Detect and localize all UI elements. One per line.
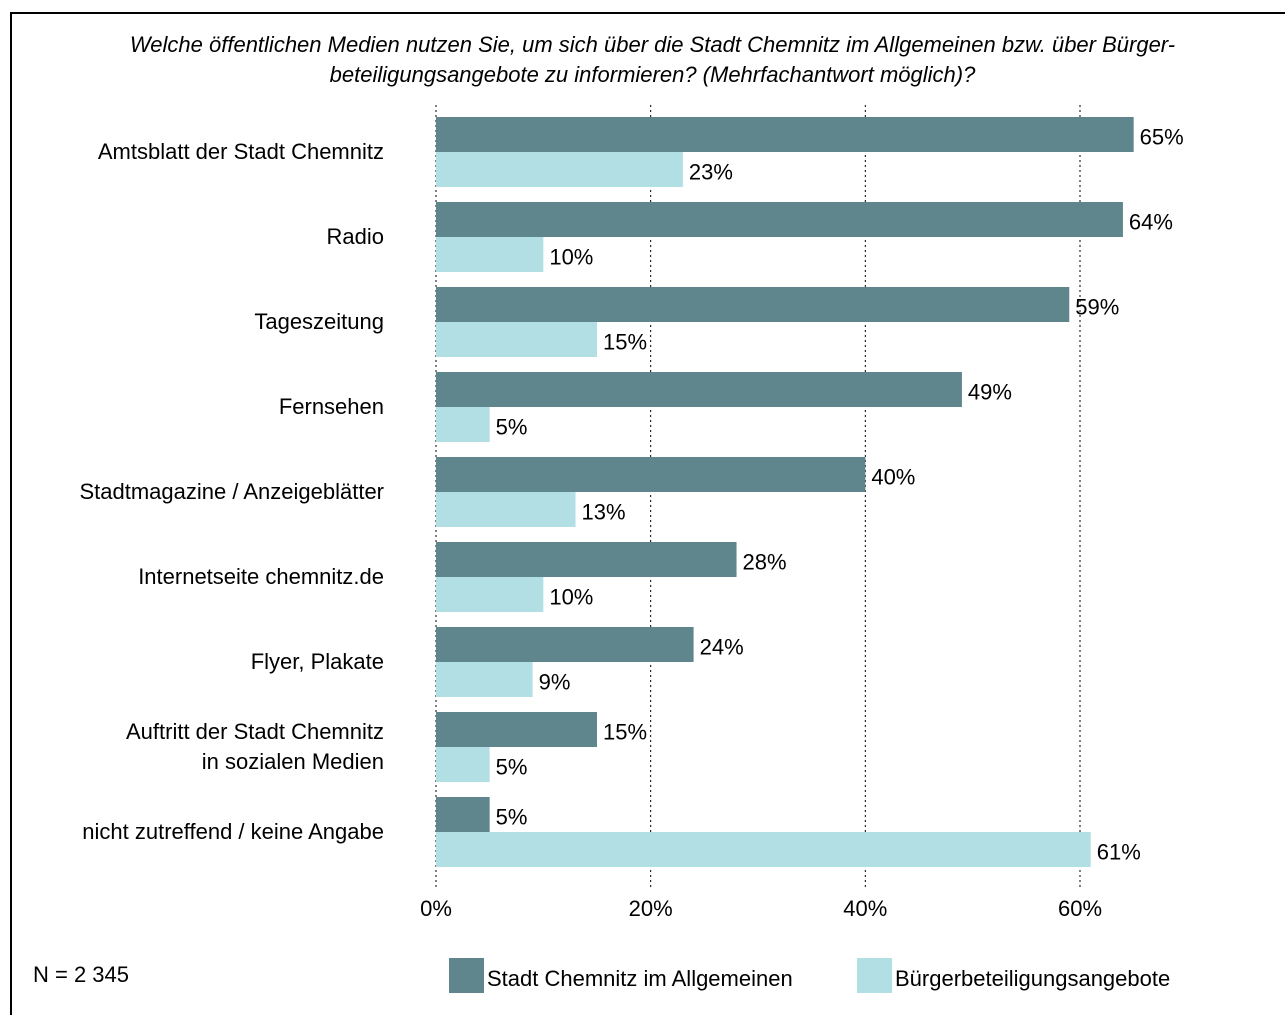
value-label: 24% <box>700 634 744 659</box>
value-label: 28% <box>743 549 787 574</box>
value-label: 5% <box>496 804 528 829</box>
bar <box>436 712 597 747</box>
bar <box>436 202 1123 237</box>
bar <box>436 237 544 272</box>
bar <box>436 287 1070 322</box>
bar <box>436 322 597 357</box>
value-label: 5% <box>496 414 528 439</box>
legend-swatch <box>449 958 484 993</box>
chart-title: Welche öffentlichen Medien nutzen Sie, u… <box>129 32 1176 87</box>
bar <box>436 117 1134 152</box>
y-tick-label: Flyer, Plakate <box>250 649 384 674</box>
bar <box>436 372 962 407</box>
frame <box>10 12 1285 1015</box>
value-label: 9% <box>539 669 571 694</box>
value-label: 15% <box>603 329 647 354</box>
value-label: 65% <box>1140 124 1184 149</box>
y-tick-label: Auftritt der Stadt Chemnitz in sozialen … <box>126 719 384 774</box>
y-tick-label: Internetseite chemnitz.de <box>138 564 384 589</box>
bar <box>436 627 694 662</box>
y-tick-label: Radio <box>326 224 384 249</box>
y-tick-label: nicht zutreffend / keine Angabe <box>82 819 384 844</box>
value-label: 10% <box>549 584 593 609</box>
y-tick-label: Tageszeitung <box>254 309 384 334</box>
bar <box>436 797 490 832</box>
note: N = 2 345 <box>33 962 130 987</box>
bar <box>436 152 683 187</box>
value-label: 13% <box>582 499 626 524</box>
x-tick-label: 60% <box>1058 896 1102 921</box>
bar <box>436 577 544 612</box>
legend-swatch <box>857 958 892 993</box>
bar <box>436 457 866 492</box>
value-label: 64% <box>1129 209 1173 234</box>
bar <box>436 832 1091 867</box>
bar <box>436 662 533 697</box>
value-label: 49% <box>968 379 1012 404</box>
x-tick-label: 40% <box>843 896 887 921</box>
bar <box>436 747 490 782</box>
value-label: 5% <box>496 754 528 779</box>
bar <box>436 407 490 442</box>
value-label: 61% <box>1097 839 1141 864</box>
legend-label: Stadt Chemnitz im Allgemeinen <box>487 966 793 991</box>
bar <box>436 492 576 527</box>
value-label: 23% <box>689 159 733 184</box>
value-label: 59% <box>1075 294 1119 319</box>
value-label: 10% <box>549 244 593 269</box>
y-tick-label: Fernsehen <box>278 394 384 419</box>
legend-label: Bürgerbeteiligungsangebote <box>895 966 1170 991</box>
bar <box>436 542 737 577</box>
y-tick-label: Stadtmagazine / Anzeigeblätter <box>79 479 384 504</box>
value-label: 40% <box>871 464 915 489</box>
x-tick-label: 0% <box>420 896 452 921</box>
value-label: 15% <box>603 719 647 744</box>
y-tick-label: Amtsblatt der Stadt Chemnitz <box>97 139 384 164</box>
x-tick-label: 20% <box>629 896 673 921</box>
